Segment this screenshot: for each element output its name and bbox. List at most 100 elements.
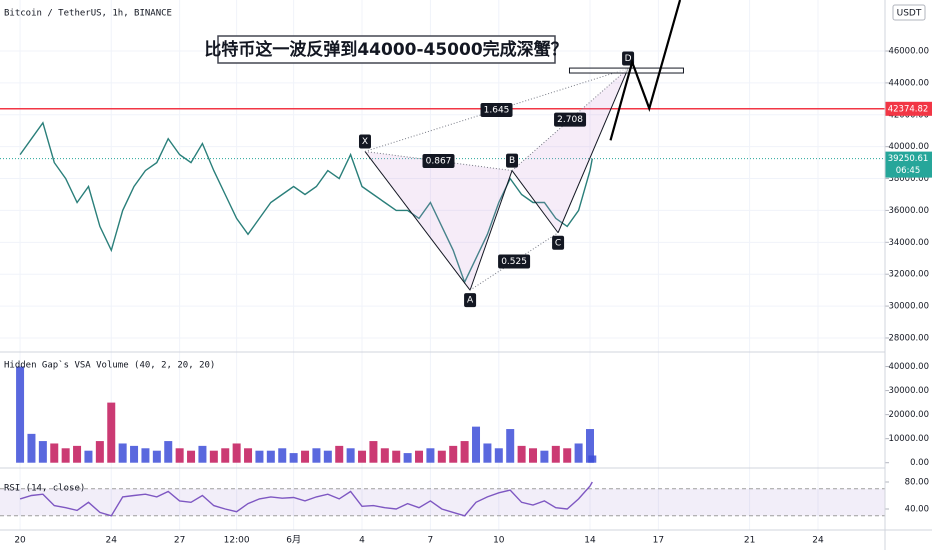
resistance-label-box (885, 101, 932, 116)
pattern-ratio-line (364, 150, 513, 172)
pattern-leg (469, 170, 513, 291)
last-price-box (885, 151, 932, 178)
x-tick-label: 10 (493, 536, 505, 546)
pattern-fill (364, 151, 513, 291)
volume-bar (27, 433, 36, 463)
y-tick-label: 46000.00 (888, 47, 929, 57)
volume-bar (529, 448, 538, 463)
y-tick-label: 28000.00 (888, 333, 929, 343)
volume-bar (415, 450, 424, 463)
rsi-title: RSI (14, close) (4, 484, 85, 494)
rsi-band (0, 488, 885, 516)
y-tick-label: 80.00 (905, 478, 929, 488)
y-tick-label: 30000.00 (888, 302, 929, 312)
volume-bar (551, 445, 560, 463)
currency-box[interactable] (892, 4, 926, 21)
volume-bar (278, 448, 287, 463)
ratio-box (422, 154, 455, 169)
x-tick-label: 27 (174, 536, 185, 546)
volume-bar (472, 426, 481, 463)
y-tick-label: 34000.00 (888, 238, 929, 248)
volume-bar (449, 445, 458, 463)
volume-bar (152, 450, 161, 463)
target-zone (568, 67, 684, 74)
x-tick-label: 6月 (286, 535, 301, 546)
volume-bar (164, 441, 173, 463)
point-label: X (362, 137, 368, 147)
ratio-label: 0.867 (426, 157, 452, 167)
price-line (19, 481, 593, 517)
volume-title: Hidden Gap`s VSA Volume (40, 2, 20, 20) (4, 360, 215, 371)
point-box (506, 153, 519, 168)
countdown: 06:45 (896, 166, 921, 176)
volume-bar (255, 450, 264, 463)
pattern-fill (512, 68, 629, 233)
point-box (464, 293, 477, 308)
annotation-box (217, 35, 556, 64)
x-tick-label: 17 (653, 536, 664, 546)
volume-bar (130, 445, 139, 463)
projection-line (609, 0, 682, 141)
point-box (552, 235, 565, 250)
volume-bar (346, 448, 355, 463)
volume-bar (335, 445, 344, 463)
volume-bar (16, 366, 25, 463)
y-tick-label: 36000.00 (888, 206, 929, 216)
annotation: 比特币这一波反弹到44000-45000完成深蟹？ (204, 39, 567, 60)
volume-bar (301, 450, 310, 463)
volume-bar (141, 448, 150, 463)
volume-bar (494, 448, 503, 463)
volume-bar (118, 443, 127, 463)
last-price-label: 39250.61 (888, 154, 929, 164)
ratio-label: 0.525 (501, 257, 527, 267)
x-tick-label: 7 (428, 536, 434, 546)
volume-bar (358, 450, 367, 463)
y-tick-label: 0.00 (910, 458, 929, 468)
y-tick-label: 30000.00 (888, 386, 929, 396)
chart-title: Bitcoin / TetherUS, 1h, BINANCE (4, 9, 172, 19)
volume-bar (403, 453, 412, 463)
point-label: A (467, 296, 474, 306)
y-tick-label: 32000.00 (888, 270, 929, 280)
pattern-leg (511, 170, 559, 234)
y-tick-label: 10000.00 (888, 434, 929, 444)
volume-bar (209, 450, 218, 463)
volume-bar (61, 448, 70, 463)
volume-bar (198, 445, 207, 463)
y-tick-label: 40.00 (905, 505, 929, 515)
y-tick-label: 40000.00 (888, 142, 929, 152)
volume-bar (563, 448, 572, 463)
pattern-leg (364, 151, 471, 291)
volume-bar (266, 450, 275, 463)
volume-bar (437, 450, 446, 463)
x-tick-label: 24 (106, 536, 118, 546)
pattern-ratio-line (469, 232, 559, 291)
volume-bar (460, 441, 469, 463)
volume-bar (380, 448, 389, 463)
volume-bar (50, 443, 59, 463)
volume-bar (586, 429, 594, 463)
volume-bar (517, 445, 526, 463)
x-tick-label: 4 (359, 536, 365, 546)
volume-bar (506, 429, 515, 463)
volume-bar (483, 443, 492, 463)
point-label: C (555, 238, 561, 248)
x-tick-label: 20 (14, 536, 26, 546)
y-tick-label: 40000.00 (888, 362, 929, 372)
currency: USDT (897, 9, 922, 19)
ratio-box (480, 103, 513, 117)
ratio-label: 1.645 (484, 106, 510, 116)
volume-bar (392, 450, 401, 463)
ratio-box (554, 112, 587, 127)
volume-bar (540, 450, 549, 463)
volume-bar (187, 450, 196, 463)
volume-bar (574, 443, 583, 463)
volume-bar (369, 441, 378, 463)
ratio-label: 2.708 (557, 115, 583, 125)
x-tick-label: 14 (584, 536, 596, 546)
volume-bar (38, 441, 47, 463)
ratio-box (498, 254, 531, 269)
x-tick-label: 24 (812, 536, 824, 546)
